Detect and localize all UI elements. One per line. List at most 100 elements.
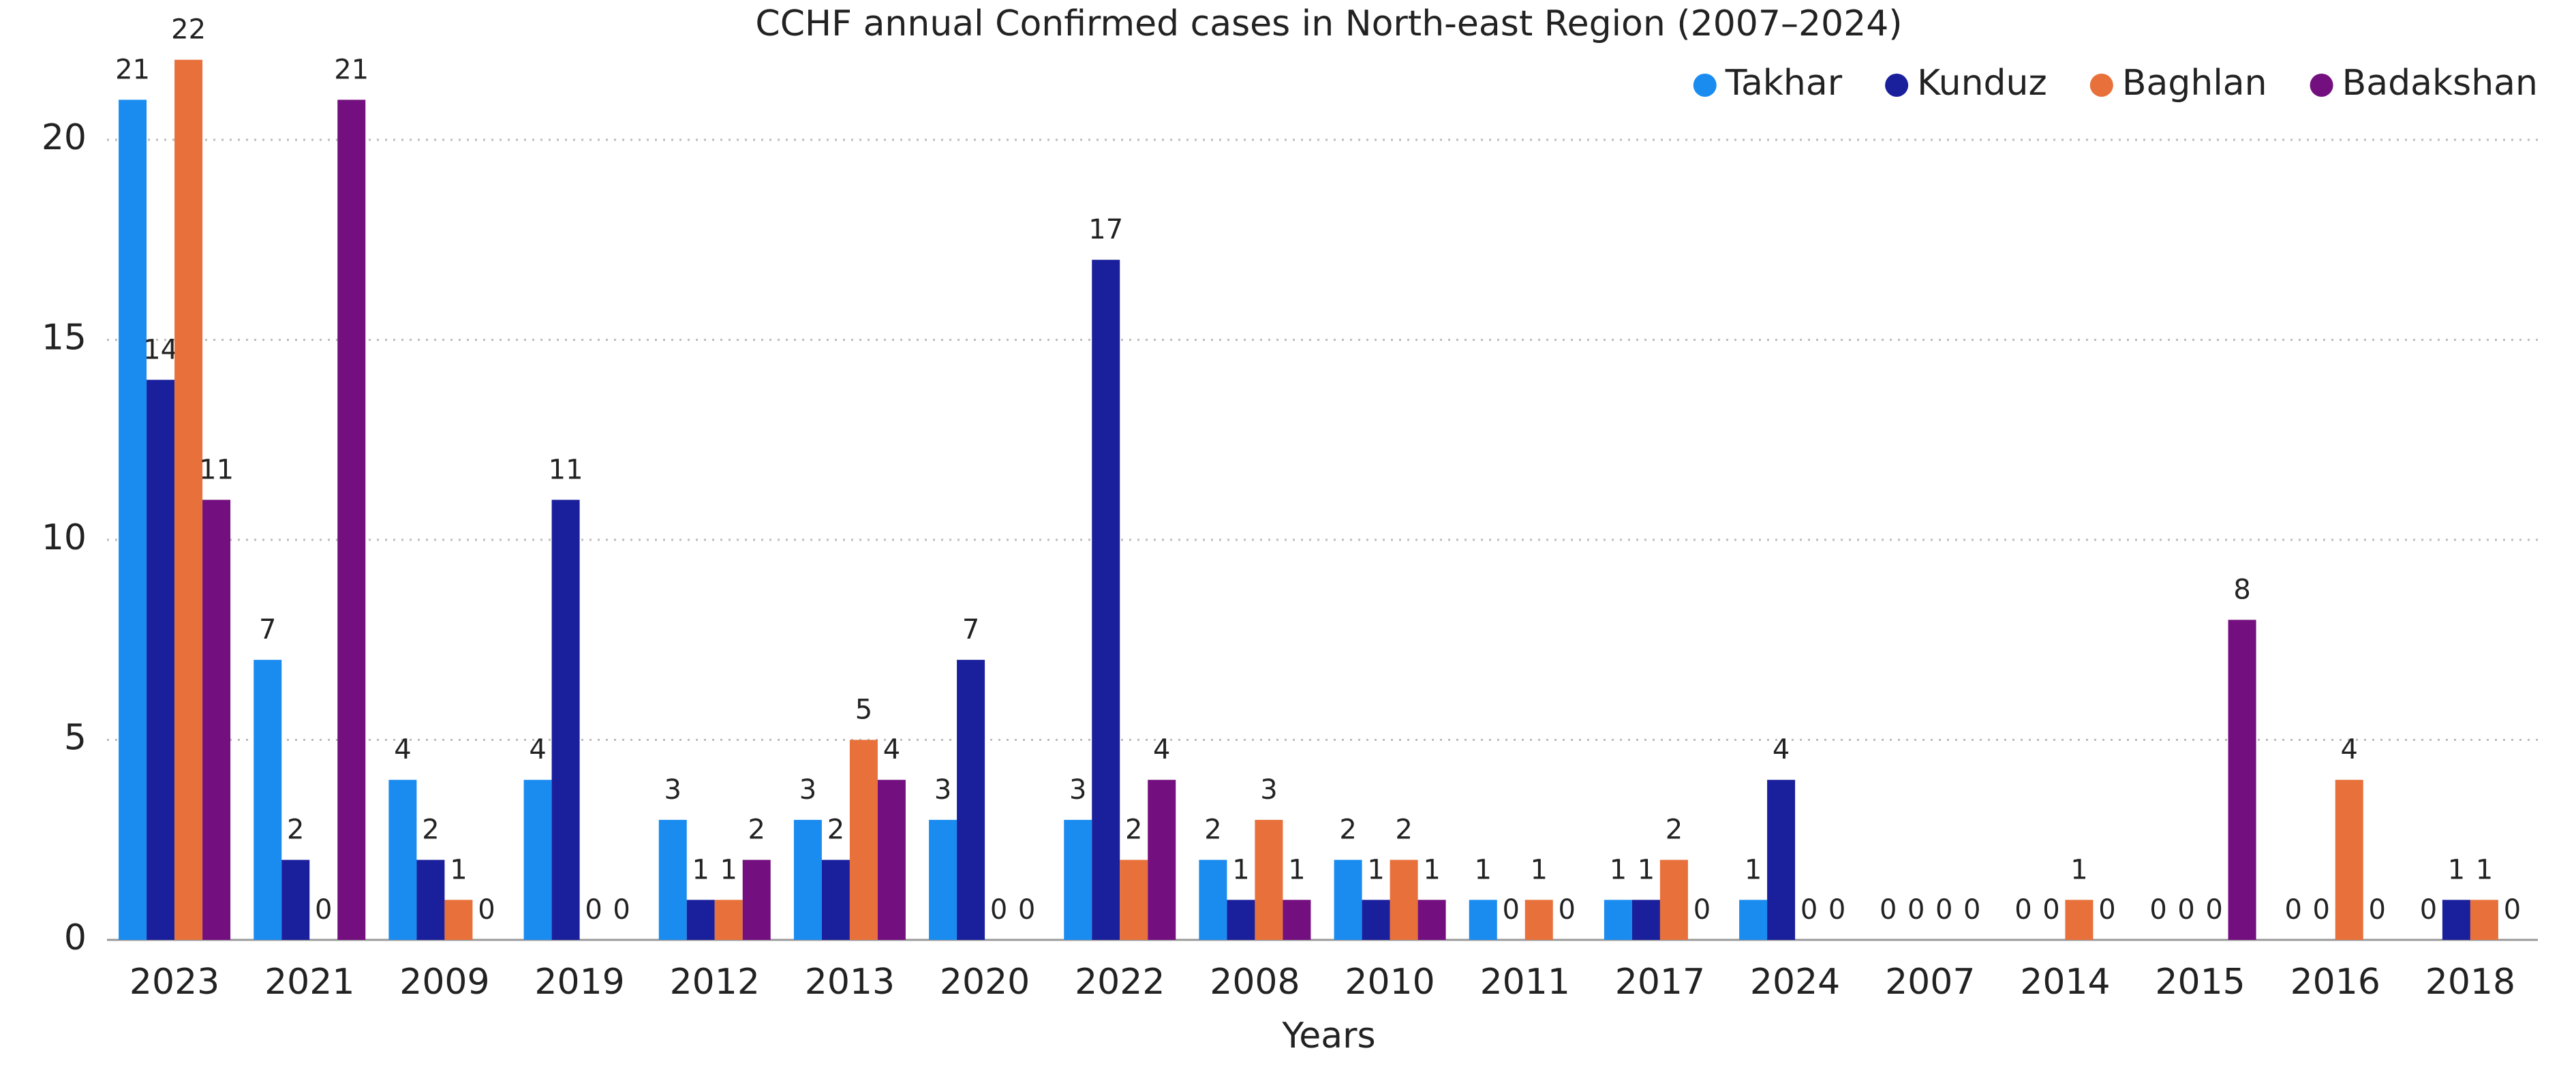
bar — [337, 100, 366, 940]
data-label: 0 — [613, 894, 630, 926]
data-label: 1 — [692, 854, 709, 885]
bar — [1199, 859, 1227, 940]
x-tick-label: 2019 — [534, 962, 624, 1003]
bar — [1092, 260, 1120, 940]
bar — [686, 900, 715, 940]
x-tick-label: 2010 — [1345, 962, 1435, 1003]
x-tick-label: 2016 — [2290, 962, 2380, 1003]
bar — [1417, 900, 1446, 940]
y-tick-label: 5 — [64, 718, 87, 759]
bar — [658, 819, 687, 940]
bar — [1604, 900, 1632, 940]
data-label: 21 — [334, 54, 369, 85]
data-label: 1 — [1475, 854, 1492, 885]
legend-label: Baghlan — [2122, 63, 2267, 104]
data-label: 0 — [1935, 894, 1952, 926]
x-tick-label: 2024 — [1750, 962, 1840, 1003]
data-label: 7 — [259, 614, 276, 645]
legend-marker — [1885, 74, 1909, 97]
data-label: 0 — [1693, 894, 1711, 926]
bar — [1148, 780, 1176, 940]
data-label: 0 — [2149, 894, 2166, 926]
x-tick-label: 2007 — [1885, 962, 1975, 1003]
data-label: 11 — [199, 454, 234, 485]
data-label: 2 — [1204, 814, 1221, 846]
bar — [281, 859, 310, 940]
data-label: 0 — [1503, 894, 1520, 926]
bar — [1739, 900, 1768, 940]
data-label: 0 — [2098, 894, 2115, 926]
bar — [1120, 859, 1148, 940]
data-label: 2 — [748, 814, 765, 846]
data-label: 1 — [1638, 854, 1655, 885]
data-label: 1 — [2448, 854, 2465, 885]
bar — [523, 780, 552, 940]
bar — [2335, 780, 2363, 940]
bar — [1524, 900, 1553, 940]
legend-label: Badakshan — [2342, 63, 2538, 104]
data-label: 1 — [1367, 854, 1384, 885]
data-label: 0 — [1018, 894, 1035, 926]
bar — [957, 660, 985, 940]
data-label: 1 — [1531, 854, 1548, 885]
data-label: 5 — [855, 695, 872, 726]
bar — [2470, 900, 2498, 940]
data-label: 2 — [422, 814, 439, 846]
x-tick-label: 2008 — [1210, 962, 1300, 1003]
bar — [714, 900, 743, 940]
data-label: 2 — [287, 814, 304, 846]
x-tick-label: 2011 — [1480, 962, 1570, 1003]
y-tick-label: 15 — [42, 318, 87, 358]
data-label: 0 — [990, 894, 1007, 926]
bar — [1390, 859, 1418, 940]
data-label: 3 — [934, 774, 951, 806]
x-tick-label: 2013 — [805, 962, 895, 1003]
data-label: 1 — [720, 854, 737, 885]
data-label: 11 — [549, 454, 583, 485]
data-label: 1 — [1745, 854, 1762, 885]
bar — [793, 819, 822, 940]
bar — [1255, 819, 1283, 940]
bar — [742, 859, 771, 940]
data-label: 0 — [2313, 894, 2330, 926]
bar — [416, 859, 445, 940]
bar — [147, 380, 175, 940]
bar — [2442, 900, 2470, 940]
data-label: 2 — [1666, 814, 1683, 846]
y-tick-label: 10 — [42, 517, 87, 558]
x-tick-label: 2020 — [940, 962, 1030, 1003]
data-label: 1 — [1610, 854, 1627, 885]
legend-marker — [1693, 74, 1717, 97]
data-label: 0 — [1907, 894, 1925, 926]
data-label: 8 — [2233, 574, 2250, 605]
data-label: 3 — [1260, 774, 1277, 806]
data-label: 2 — [827, 814, 844, 846]
data-label: 1 — [2476, 854, 2493, 885]
data-label: 4 — [1153, 734, 1170, 765]
bar — [1659, 859, 1688, 940]
data-label: 0 — [2042, 894, 2059, 926]
data-label: 3 — [799, 774, 816, 806]
data-label: 0 — [1800, 894, 1818, 926]
bar — [1631, 900, 1660, 940]
data-label: 0 — [1880, 894, 1897, 926]
data-label: 1 — [450, 854, 467, 885]
data-label: 4 — [394, 734, 411, 765]
data-label: 21 — [115, 54, 150, 85]
data-label: 0 — [1828, 894, 1845, 926]
bar — [551, 500, 580, 940]
bar — [821, 859, 850, 940]
data-label: 17 — [1088, 214, 1123, 245]
legend-label: Takhar — [1725, 63, 1843, 104]
bar — [849, 739, 878, 940]
legend-marker — [2310, 74, 2333, 97]
data-label: 4 — [1773, 734, 1790, 765]
bar — [1767, 780, 1796, 940]
bar — [174, 59, 203, 940]
data-label: 22 — [171, 14, 206, 46]
data-label: 0 — [2285, 894, 2302, 926]
data-label: 4 — [529, 734, 546, 765]
legend-marker — [2089, 74, 2113, 97]
data-label: 0 — [478, 894, 495, 926]
